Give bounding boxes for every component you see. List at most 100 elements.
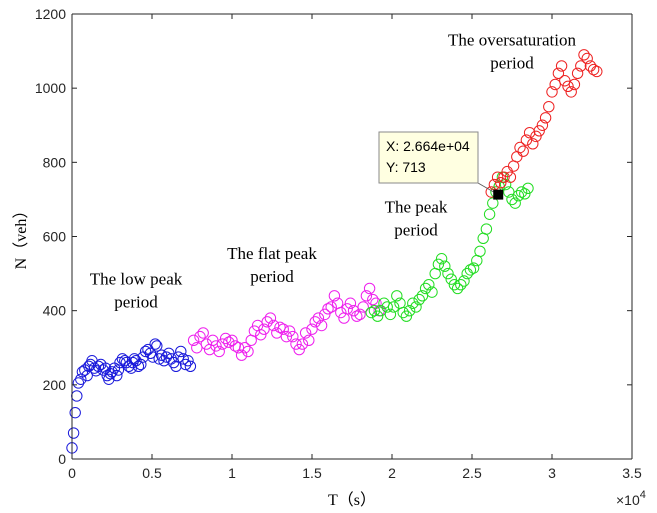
annotation-text: The low peak [90, 270, 183, 289]
data-point-flat-peak [322, 303, 334, 315]
data-point-flat-peak [293, 343, 305, 356]
data-point-oversaturation [520, 134, 533, 146]
data-point-oversaturation [552, 67, 565, 80]
data-point-oversaturation [571, 67, 584, 80]
annotation-text: period [114, 293, 158, 312]
data-point-oversaturation [539, 112, 552, 124]
data-point-peak [445, 273, 457, 285]
annotation-text: period [250, 267, 294, 286]
data-point-oversaturation [565, 86, 577, 98]
data-point-low-peak [144, 347, 157, 360]
data-point-peak [455, 279, 467, 291]
data-point-flat-peak [271, 327, 283, 339]
data-point-oversaturation [559, 75, 571, 87]
data-point-peak [371, 310, 384, 322]
data-point-peak [381, 301, 393, 313]
data-point-peak [391, 290, 403, 302]
annotation-text: The flat peak [227, 244, 317, 263]
data-point-oversaturation [549, 78, 561, 91]
datatip-box [378, 131, 479, 184]
data-point-flat-peak [351, 310, 363, 322]
y-axis-title: N（veh） [12, 203, 30, 270]
annotation-text: period [490, 54, 534, 73]
data-points [66, 49, 603, 454]
data-point-flat-peak [344, 297, 357, 309]
data-point-peak [451, 282, 464, 295]
data-point-flat-peak [347, 304, 360, 317]
data-point-flat-peak [216, 338, 229, 350]
data-point-oversaturation [495, 177, 507, 189]
data-point-low-peak [67, 427, 80, 439]
data-point-flat-peak [261, 316, 273, 328]
data-point-flat-peak [277, 323, 289, 335]
x-tick-label: 0.5 [142, 465, 162, 481]
data-point-peak [378, 297, 390, 309]
data-point-peak [407, 297, 419, 309]
data-point-flat-peak [207, 334, 219, 347]
data-point-oversaturation [578, 49, 590, 61]
data-point-flat-peak [223, 336, 235, 348]
data-point-flat-peak [357, 301, 369, 313]
data-point-low-peak [177, 353, 189, 365]
data-point-low-peak [179, 358, 192, 371]
data-point-flat-peak [280, 330, 293, 343]
data-point-low-peak [184, 360, 197, 372]
data-point-flat-peak [235, 349, 248, 361]
axis-ticks: 0 0.5 1 1.5 2 2.5 3 3.5 0 200 400 600 800 1000 1200 [35, 6, 642, 481]
data-point-flat-peak [309, 316, 321, 328]
data-point-peak [375, 304, 387, 317]
x-tick-label: 3 [548, 465, 556, 481]
data-point-oversaturation [591, 65, 603, 78]
data-point-oversaturation [504, 171, 517, 183]
data-point-low-peak [139, 345, 152, 358]
y-tick-label: 1000 [35, 80, 66, 96]
data-point-flat-peak [306, 323, 318, 335]
data-point-flat-peak [283, 325, 296, 337]
data-point-flat-peak [296, 338, 309, 350]
data-point-low-peak [103, 373, 115, 385]
data-point-peak [413, 293, 425, 306]
data-point-low-peak [175, 345, 187, 358]
data-point-low-peak [163, 347, 175, 360]
data-point-low-peak [111, 369, 123, 382]
data-point-flat-peak [335, 306, 347, 319]
x-tick-label: 3.5 [622, 465, 642, 481]
data-point-oversaturation [543, 101, 555, 113]
data-point-peak [397, 306, 409, 319]
data-point-peak [423, 279, 435, 291]
data-point-flat-peak [328, 290, 341, 302]
data-point-low-peak [116, 353, 129, 365]
data-point-oversaturation [581, 52, 593, 65]
datatip[interactable]: X: 2.664e+04 Y: 713 [378, 131, 504, 200]
data-point-low-peak [112, 364, 125, 376]
y-tick-label: 400 [43, 303, 67, 319]
data-point-low-peak [75, 373, 87, 385]
data-point-flat-peak [226, 334, 238, 347]
data-point-oversaturation [533, 125, 545, 137]
data-point-peak [400, 310, 413, 322]
data-point-flat-peak [232, 342, 245, 354]
data-point-peak [458, 275, 470, 287]
annotation-text: period [394, 220, 438, 239]
data-point-flat-peak [242, 345, 254, 358]
data-point-low-peak [151, 340, 163, 352]
data-point-oversaturation [527, 138, 539, 150]
data-point-flat-peak [367, 293, 379, 306]
data-point-peak [442, 267, 454, 280]
data-point-oversaturation [530, 130, 542, 143]
data-point-peak [448, 279, 461, 291]
data-point-peak [509, 197, 521, 209]
annotations: The low peak period The flat peak period The… [90, 31, 577, 312]
x-tick-label: 1.5 [302, 465, 322, 481]
data-point-flat-peak [267, 319, 280, 332]
data-point-flat-peak [187, 334, 200, 347]
data-point-flat-peak [299, 327, 312, 339]
data-point-peak [515, 186, 528, 198]
x-tick-label: 2 [388, 465, 396, 481]
data-point-peak [512, 190, 525, 202]
data-point-low-peak [149, 338, 161, 350]
data-point-peak [384, 308, 397, 321]
data-point-peak [467, 262, 480, 274]
data-point-low-peak [123, 360, 135, 372]
